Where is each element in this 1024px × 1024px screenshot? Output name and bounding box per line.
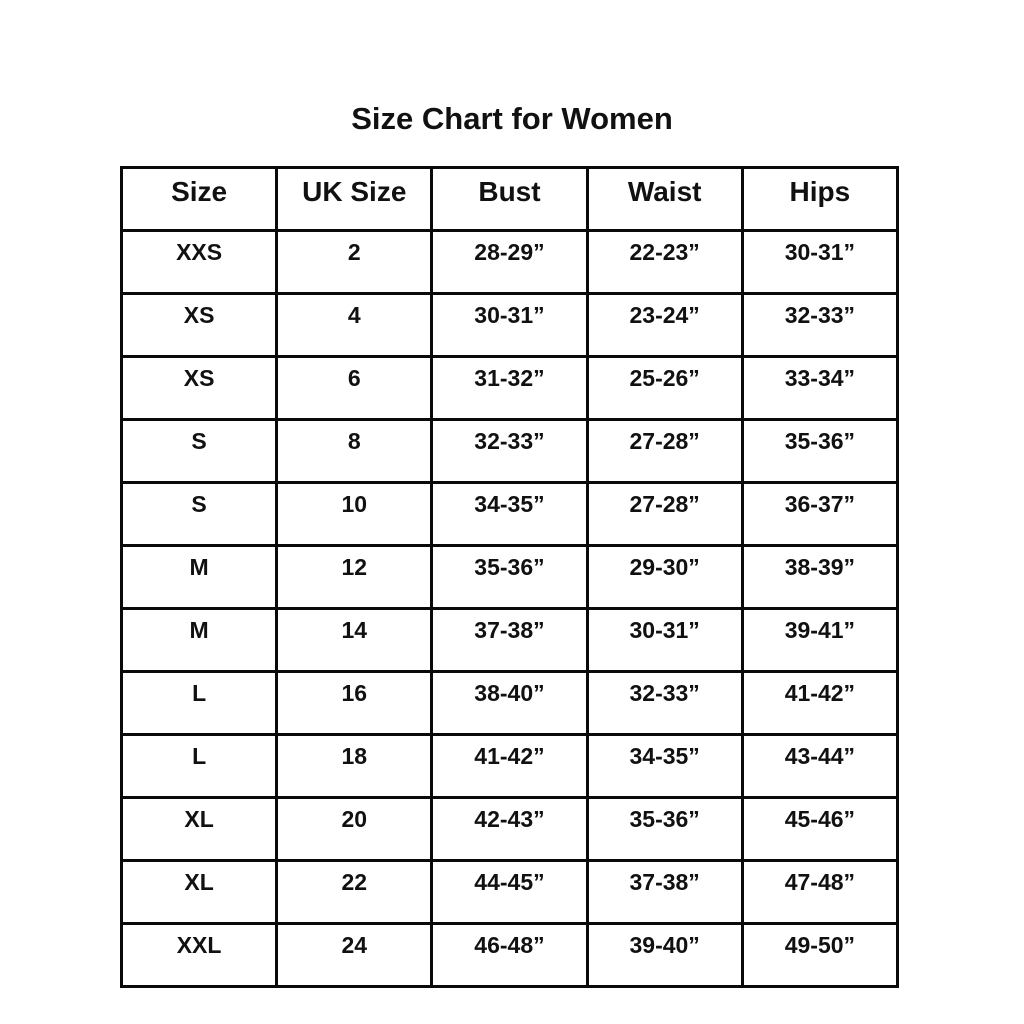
column-header-uk-size: UK Size <box>275 166 434 232</box>
table-cell: 32-33” <box>740 292 900 358</box>
table-row: S 10 34-35” 27-28” 36-37” <box>119 481 900 547</box>
header-row: Size UK Size Bust Waist Hips <box>119 166 900 232</box>
table-row: XL 22 44-45” 37-38” 47-48” <box>119 859 900 925</box>
table-cell: 35-36” <box>585 796 744 862</box>
table-cell: XL <box>119 859 279 925</box>
table-cell: 45-46” <box>740 796 900 862</box>
table-cell: XL <box>119 796 279 862</box>
table-cell: 43-44” <box>740 733 900 799</box>
table-cell: S <box>119 418 279 484</box>
table-cell: 38-39” <box>740 544 900 610</box>
table-cell: 36-37” <box>740 481 900 547</box>
table-cell: 32-33” <box>430 418 589 484</box>
table-cell: 37-38” <box>430 607 589 673</box>
table-cell: 28-29” <box>430 229 589 295</box>
table-cell: M <box>119 544 279 610</box>
table-cell: 37-38” <box>585 859 744 925</box>
page-title: Size Chart for Women <box>351 101 673 136</box>
table-cell: 47-48” <box>740 859 900 925</box>
table-cell: 10 <box>275 481 434 547</box>
table-cell: 18 <box>275 733 434 799</box>
column-header-size: Size <box>119 166 279 232</box>
size-chart-table: Size UK Size Bust Waist Hips XXS 2 28-29” 2… <box>119 166 900 988</box>
table-cell: 46-48” <box>430 922 589 988</box>
table-cell: XS <box>119 292 279 358</box>
table-cell: 30-31” <box>585 607 744 673</box>
table-cell: 27-28” <box>585 418 744 484</box>
table-row: XXL 24 46-48” 39-40” 49-50” <box>119 922 900 988</box>
table-row: M 12 35-36” 29-30” 38-39” <box>119 544 900 610</box>
table-row: S 8 32-33” 27-28” 35-36” <box>119 418 900 484</box>
table-row: XXS 2 28-29” 22-23” 30-31” <box>119 229 900 295</box>
table-cell: 30-31” <box>430 292 589 358</box>
table-cell: 29-30” <box>585 544 744 610</box>
table-row: M 14 37-38” 30-31” 39-41” <box>119 607 900 673</box>
table-cell: S <box>119 481 279 547</box>
table-row: XL 20 42-43” 35-36” 45-46” <box>119 796 900 862</box>
table-row: XS 6 31-32” 25-26” 33-34” <box>119 355 900 421</box>
column-header-bust: Bust <box>430 166 589 232</box>
table-cell: L <box>119 733 279 799</box>
table-cell: 32-33” <box>585 670 744 736</box>
table-cell: XS <box>119 355 279 421</box>
table-cell: 22-23” <box>585 229 744 295</box>
table-cell: 49-50” <box>740 922 900 988</box>
table-cell: 27-28” <box>585 481 744 547</box>
table-cell: 35-36” <box>740 418 900 484</box>
table-cell: 6 <box>275 355 434 421</box>
table-row: L 18 41-42” 34-35” 43-44” <box>119 733 900 799</box>
table-cell: 20 <box>275 796 434 862</box>
table-cell: 31-32” <box>430 355 589 421</box>
table-row: XS 4 30-31” 23-24” 32-33” <box>119 292 900 358</box>
table-cell: 14 <box>275 607 434 673</box>
table-cell: 22 <box>275 859 434 925</box>
table-cell: 41-42” <box>430 733 589 799</box>
column-header-hips: Hips <box>740 166 900 232</box>
table-cell: XXL <box>119 922 279 988</box>
table-cell: XXS <box>119 229 279 295</box>
table-cell: 23-24” <box>585 292 744 358</box>
table-cell: 16 <box>275 670 434 736</box>
size-table-body: XXS 2 28-29” 22-23” 30-31” XS 4 30-31” 23-24” 32-… <box>119 229 900 988</box>
table-cell: 2 <box>275 229 434 295</box>
table-cell: 44-45” <box>430 859 589 925</box>
table-cell: 41-42” <box>740 670 900 736</box>
table-cell: 8 <box>275 418 434 484</box>
table-cell: 39-41” <box>740 607 900 673</box>
table-cell: 35-36” <box>430 544 589 610</box>
table-cell: 34-35” <box>585 733 744 799</box>
table-cell: 42-43” <box>430 796 589 862</box>
size-chart-header: Size UK Size Bust Waist Hips <box>119 166 900 232</box>
table-cell: 30-31” <box>740 229 900 295</box>
table-cell: L <box>119 670 279 736</box>
table-cell: 24 <box>275 922 434 988</box>
table-cell: 34-35” <box>430 481 589 547</box>
table-cell: 25-26” <box>585 355 744 421</box>
table-cell: 12 <box>275 544 434 610</box>
column-header-waist: Waist <box>585 166 744 232</box>
table-row: L 16 38-40” 32-33” 41-42” <box>119 670 900 736</box>
table-cell: 33-34” <box>740 355 900 421</box>
table-cell: 38-40” <box>430 670 589 736</box>
table-cell: 39-40” <box>585 922 744 988</box>
table-cell: 4 <box>275 292 434 358</box>
table-cell: M <box>119 607 279 673</box>
